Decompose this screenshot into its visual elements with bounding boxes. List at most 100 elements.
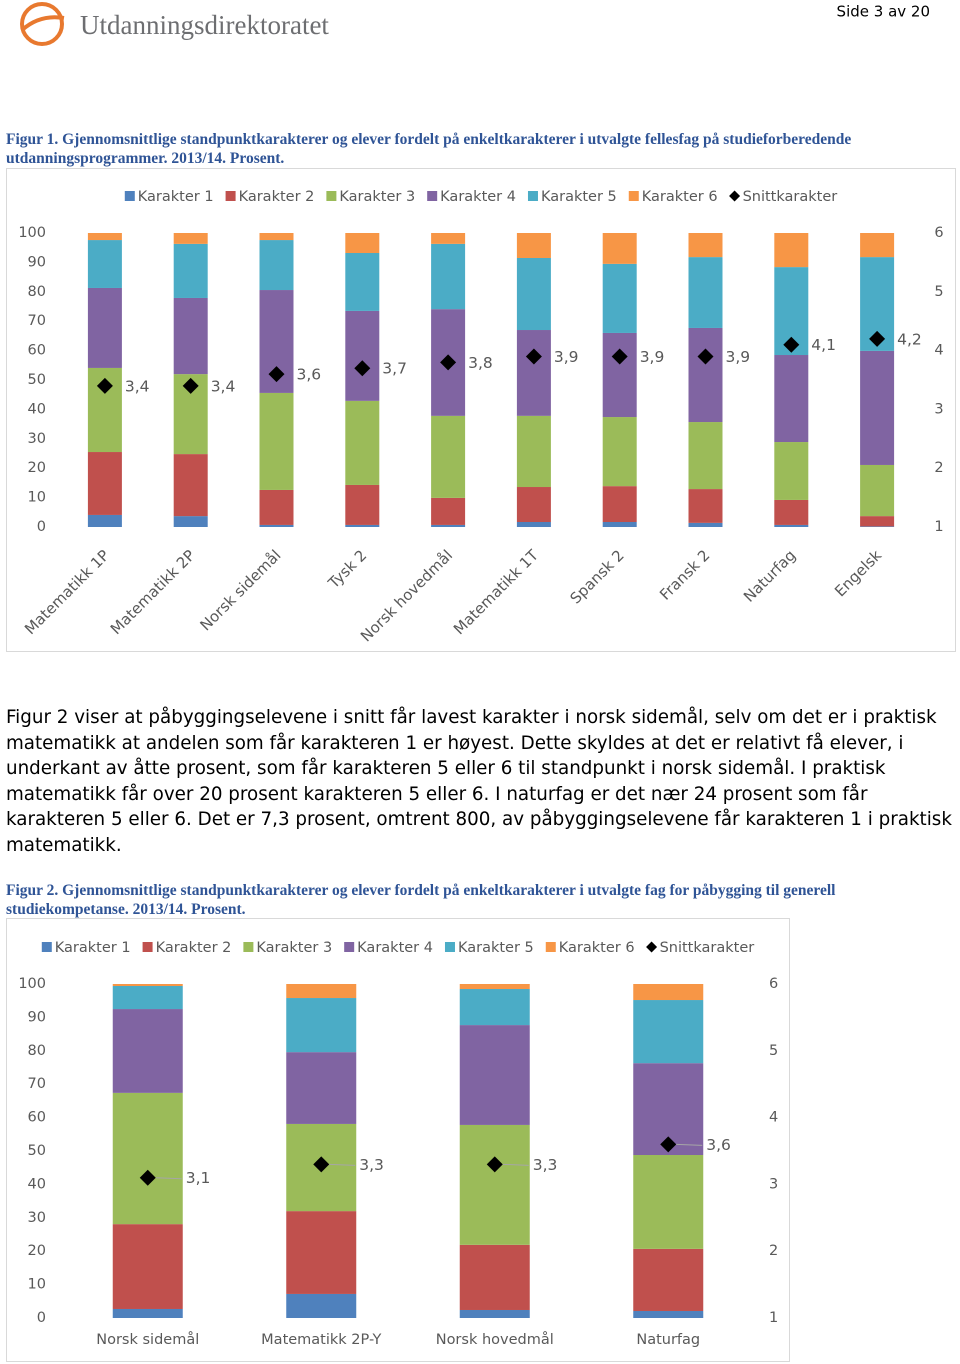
- bar-segment: [431, 497, 466, 525]
- average-marker: [313, 1156, 330, 1173]
- y2-tick-label: 5: [934, 284, 943, 300]
- legend-label: Karakter 4: [357, 940, 433, 956]
- value-label: 3,7: [382, 360, 407, 378]
- page-header: Utdanningsdirektoratet Side 3 av 20: [20, 2, 930, 46]
- bar-segment: [774, 442, 809, 500]
- bar-segment: [516, 487, 551, 523]
- x-tick-label: Norsk sidemål: [196, 546, 284, 634]
- legend: Karakter 1 Karakter 2 Karakter 3 Karakter 4…: [41, 940, 754, 956]
- y2-tick-label: 2: [934, 460, 943, 476]
- bar-segment: [259, 489, 294, 525]
- y-tick-label: 10: [28, 490, 46, 506]
- bar-segment: [112, 986, 183, 1010]
- y-tick-label: 70: [28, 313, 46, 329]
- legend-item: Karakter 2: [142, 940, 231, 956]
- x-tick-label: Matematikk 1P: [21, 546, 113, 638]
- x-tick-label: Tysk 2: [324, 546, 370, 592]
- legend-symbol: [243, 942, 254, 952]
- bar-segment: [431, 524, 466, 527]
- bar-segment: [173, 243, 208, 298]
- value-label: 3,3: [359, 1156, 384, 1174]
- bar-segment: [774, 355, 809, 443]
- bar-segment: [516, 257, 551, 331]
- bar-segment: [774, 233, 809, 268]
- figure-caption: Figur 2. Gjennomsnittlige standpunktkara…: [6, 882, 836, 918]
- legend-symbol: [444, 942, 455, 952]
- legend-symbol: [527, 191, 538, 201]
- y-tick-label: 50: [28, 372, 46, 388]
- bar-segment: [87, 514, 122, 527]
- bar-segment: [286, 998, 357, 1053]
- bar-segment: [633, 984, 704, 1001]
- y-tick-label: 0: [37, 1310, 46, 1326]
- y-tick-label: 60: [28, 343, 46, 359]
- average-marker: [440, 354, 457, 371]
- average-marker: [139, 1169, 156, 1186]
- x-tick-label: Norsk sidemål: [96, 1331, 199, 1348]
- bar-segment: [860, 350, 895, 465]
- average-marker: [525, 348, 542, 365]
- value-label: 3,4: [125, 377, 150, 395]
- legend-item: Karakter 3: [243, 940, 332, 956]
- bar-segment: [112, 984, 183, 987]
- y-tick-label: 30: [28, 431, 46, 447]
- value-label: 3,4: [211, 377, 236, 395]
- y-tick-label: 80: [28, 1043, 46, 1059]
- bar-segment: [112, 1224, 183, 1309]
- bar-segment: [87, 452, 122, 515]
- bar-segment: [860, 516, 895, 527]
- value-label: 3,1: [186, 1169, 211, 1187]
- y-tick-label: 20: [28, 460, 46, 476]
- value-label: 3,6: [706, 1136, 731, 1154]
- logo-ring: [20, 2, 64, 46]
- bar-segment: [459, 1309, 530, 1318]
- bar-segment: [633, 1310, 704, 1318]
- legend-symbol: [225, 191, 236, 201]
- bar-segment: [173, 454, 208, 517]
- value-label: 3,9: [726, 348, 751, 366]
- bar-segment: [345, 252, 380, 311]
- bar-segment: [688, 522, 723, 527]
- y-tick-label: 40: [28, 401, 46, 417]
- legend: Karakter 1 Karakter 2 Karakter 3 Karakter 4…: [124, 189, 838, 205]
- legend-label: Karakter 6: [642, 189, 718, 205]
- y-tick-label: 20: [28, 1243, 46, 1259]
- y2-tick-label: 1: [934, 519, 943, 535]
- average-marker: [354, 360, 371, 377]
- legend-symbol: [427, 191, 438, 201]
- x-tick-label: Matematikk 2P: [107, 546, 199, 638]
- bar-segment: [602, 263, 637, 333]
- bar-segment: [774, 499, 809, 525]
- bar-segment: [173, 516, 208, 527]
- y-tick-label: 100: [18, 225, 46, 241]
- average-marker: [182, 377, 199, 394]
- legend-label: Karakter 5: [458, 940, 534, 956]
- legend-symbol: [545, 942, 556, 952]
- y2-tick-label: 5: [769, 1043, 778, 1059]
- bar-segment: [112, 1092, 183, 1225]
- value-label: 3,3: [533, 1156, 558, 1174]
- bar-segment: [459, 989, 530, 1026]
- value-label: 3,6: [297, 366, 322, 384]
- legend-label: Karakter 3: [256, 940, 332, 956]
- bar-segment: [259, 392, 294, 490]
- legend-label: Karakter 3: [339, 189, 415, 205]
- legend-label: Snittkarakter: [743, 189, 838, 205]
- y2-tick-label: 3: [769, 1176, 778, 1192]
- bar-segment: [345, 524, 380, 527]
- label-leader: [155, 1177, 182, 1180]
- x-tick-label: Norsk hovedmål: [357, 546, 456, 645]
- legend-item: Karakter 5: [527, 189, 617, 205]
- y2-tick-label: 2: [769, 1243, 778, 1259]
- bar-segment: [431, 415, 466, 498]
- bar-segment: [112, 1009, 183, 1093]
- y-tick-label: 100: [18, 976, 46, 992]
- y2-tick-label: 1: [769, 1310, 778, 1326]
- bar-segment: [286, 984, 357, 999]
- x-tick-label: Matematikk 2P-Y: [261, 1332, 381, 1348]
- value-label: 4,2: [897, 330, 922, 348]
- bar-segment: [688, 489, 723, 523]
- legend-item: Karakter 2: [225, 189, 314, 205]
- bar-segment: [87, 240, 122, 288]
